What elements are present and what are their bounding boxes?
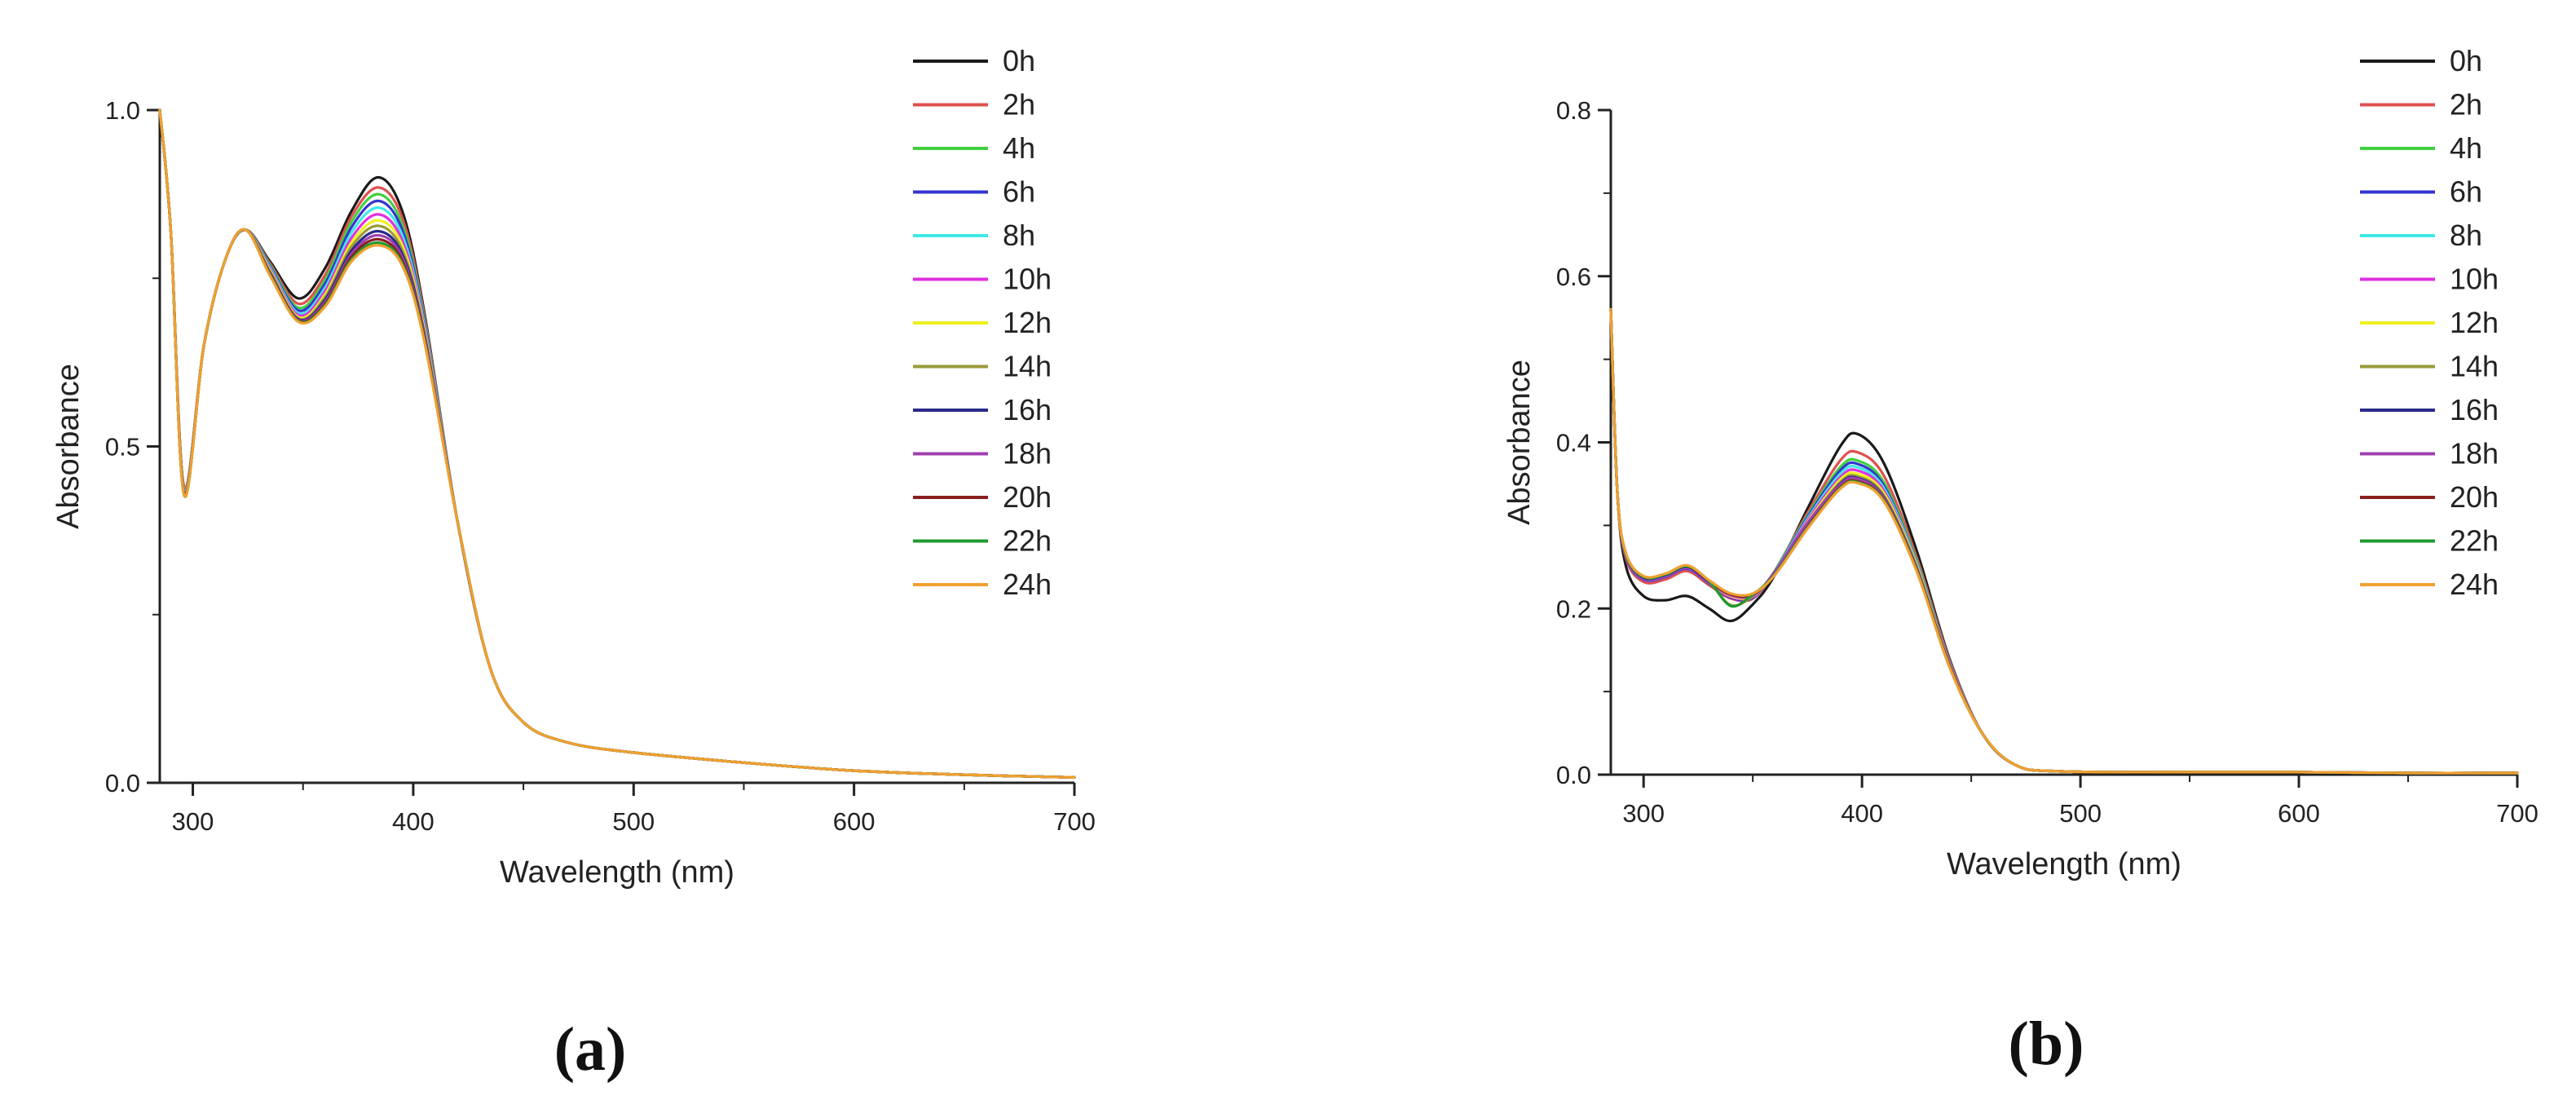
x-tick-label: 500: [612, 807, 655, 836]
y-tick-label: 0.4: [1556, 429, 1591, 457]
legend-label: 16h: [1003, 393, 1052, 426]
series-line-24h: [158, 108, 1076, 779]
legend-label: 10h: [2450, 263, 2499, 296]
x-tick-label: 400: [1841, 799, 1883, 828]
y-tick-label: 0.0: [1556, 761, 1591, 789]
legend-label: 4h: [2450, 131, 2482, 165]
x-tick-label: 400: [392, 807, 434, 836]
legend-label: 24h: [1003, 568, 1052, 601]
x-axis-label: Wavelength (nm): [1947, 847, 2181, 881]
legend-label: 22h: [2450, 524, 2499, 558]
chart-panel-a: 300 400 500 600 700 0.0 0.5 1.0 Wavelength (nm) A…: [51, 44, 1096, 1084]
x-tick-label: 600: [833, 807, 876, 836]
legend-label: 16h: [2450, 393, 2499, 426]
legend-label: 2h: [2450, 88, 2482, 121]
y-axis-label: Absorbance: [51, 364, 86, 529]
legend-label: 22h: [1003, 524, 1052, 558]
legend-label: 6h: [2450, 175, 2482, 209]
legend-label: 10h: [1003, 263, 1052, 296]
y-tick-label: 0.2: [1556, 594, 1591, 623]
legend-label: 8h: [1003, 219, 1035, 252]
x-tick-label: 300: [1622, 799, 1665, 828]
legend-label: 18h: [2450, 437, 2499, 470]
legend-label: 8h: [2450, 219, 2482, 252]
x-tick-label: 700: [1053, 807, 1096, 836]
series-line-24h: [1609, 307, 2519, 775]
legend-label: 4h: [1003, 131, 1035, 165]
legend-label: 12h: [2450, 306, 2499, 339]
legend-label: 6h: [1003, 175, 1035, 209]
legend-label: 0h: [1003, 44, 1035, 77]
x-tick-label: 500: [2059, 799, 2102, 828]
legend-label: 20h: [1003, 480, 1052, 514]
legend-label: 14h: [2450, 350, 2499, 383]
legend-label: 12h: [1003, 306, 1052, 339]
legend-label: 18h: [1003, 437, 1052, 470]
legend-label: 0h: [2450, 44, 2482, 77]
panel-label: (a): [554, 1015, 627, 1084]
y-tick-label: 0.8: [1556, 96, 1591, 125]
x-axis-label: Wavelength (nm): [500, 855, 734, 890]
chart-panel-b: 300 400 500 600 700 0.0 0.2 0.4 0.6 0.8 Wavelength…: [1502, 44, 2539, 1078]
legend-label: 24h: [2450, 568, 2499, 601]
x-tick-label: 700: [2496, 799, 2539, 828]
legend-label: 2h: [1003, 88, 1035, 121]
x-tick-label: 300: [172, 807, 214, 836]
x-tick-label: 600: [2278, 799, 2320, 828]
y-tick-label: 0.5: [105, 433, 140, 462]
y-tick-label: 0.6: [1556, 263, 1591, 291]
legend-label: 14h: [1003, 350, 1052, 383]
panel-label: (b): [2009, 1009, 2084, 1078]
y-axis-label: Absorbance: [1502, 360, 1537, 525]
y-tick-label: 0.0: [105, 769, 140, 797]
legend-label: 20h: [2450, 480, 2499, 514]
y-tick-label: 1.0: [105, 96, 140, 125]
